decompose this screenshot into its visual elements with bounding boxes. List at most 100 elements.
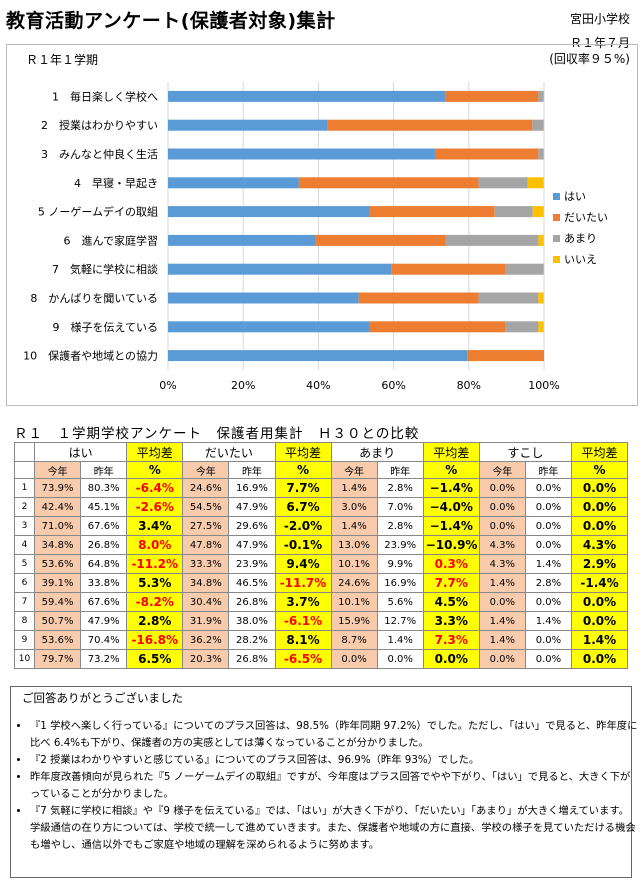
corner-cell: [14, 461, 35, 479]
table-row: 4 34.8% 26.8% 8.0% 47.8% 47.9% -0.1% 13.0% 23.9%…: [14, 535, 628, 555]
response-rate: (回収率９５%): [549, 52, 630, 66]
value-cell: 47.9%: [80, 611, 128, 631]
table-row: 10 79.7% 73.2% 6.5% 20.3% 26.8% -6.5% 0.0% 0.0% 0…: [14, 649, 628, 669]
x-tick-label: 40%: [306, 379, 330, 392]
bar-segment: [505, 263, 544, 275]
value-cell: 7.0%: [376, 497, 424, 517]
value-cell: 16.9%: [376, 573, 424, 593]
diff-cell: 6.7%: [274, 497, 332, 517]
value-cell: 24.6%: [182, 478, 230, 498]
value-cell: 33.8%: [80, 573, 128, 593]
bar-segment: [391, 263, 506, 275]
value-cell: 0.0%: [524, 535, 573, 555]
x-tick-label: 100%: [528, 379, 559, 392]
bar-segment: [168, 148, 435, 160]
diff-cell: 2.8%: [126, 611, 184, 631]
chart-subtitle: Ｒ１年１学期: [26, 53, 99, 67]
value-cell: 50.7%: [33, 611, 82, 631]
note-item: 昨年度改善傾向が見られた『5 ノーゲームデイの取組』ですが、今年度はプラス回答で…: [30, 769, 638, 803]
diff-cell: 1.4%: [571, 630, 628, 650]
value-cell: 67.6%: [80, 592, 128, 612]
value-cell: 1.4%: [478, 573, 526, 593]
x-tick-label: 80%: [457, 379, 481, 392]
value-cell: 2.8%: [524, 573, 573, 593]
value-cell: 0.0%: [478, 649, 526, 669]
value-cell: 47.8%: [182, 535, 230, 555]
diff-cell: 0.0%: [571, 497, 628, 517]
stacked-bar-chart: 0% 20% 40% 60% 80% 100% 1 毎日楽しく学校へ 2 授業はわかりやすい 3…: [23, 82, 608, 392]
row-number: 6: [14, 573, 35, 593]
value-cell: 1.4%: [478, 630, 526, 650]
diff-cell: −1.4%: [422, 516, 480, 536]
diff-cell: 0.0%: [571, 592, 628, 612]
bar-segment: [168, 119, 328, 131]
bar-segment: [168, 292, 359, 304]
bar-segment: [369, 321, 506, 333]
row-number: 2: [14, 497, 35, 517]
bar-segment: [538, 292, 544, 304]
value-cell: 31.9%: [182, 611, 230, 631]
value-cell: 1.4%: [330, 516, 378, 536]
row-number: 5: [14, 554, 35, 574]
bar-segment: [369, 206, 495, 218]
bar-segment: [538, 321, 544, 333]
table-row: 3 71.0% 67.6% 3.4% 27.5% 29.6% -2.0% 1.4% 2.8% −1…: [14, 516, 628, 536]
bar-segment: [168, 263, 392, 275]
thanks-text: ご回答ありがとうございました: [22, 691, 183, 705]
bar-segment: [532, 206, 544, 218]
diff-cell: -1.4%: [571, 573, 628, 593]
bar-segment: [315, 234, 446, 246]
group-header: すこし: [478, 442, 573, 462]
category-label: 8 かんばりを聞いている: [30, 292, 158, 305]
legend-swatch: [553, 193, 560, 200]
value-cell: 73.2%: [80, 649, 128, 669]
percent-header: %: [126, 461, 184, 479]
diff-cell: -16.8%: [126, 630, 184, 650]
value-cell: 46.5%: [228, 573, 276, 593]
note-item: 『2 授業はわかりやすいと感じている』についてのプラス回答は、96.9%（昨年 …: [30, 752, 638, 769]
school-name: 宮田小学校: [569, 12, 630, 26]
diff-cell: −1.4%: [422, 478, 480, 498]
value-cell: 0.0%: [524, 497, 573, 517]
value-cell: 33.3%: [182, 554, 230, 574]
this-year-header: 今年: [330, 461, 378, 479]
value-cell: 0.0%: [524, 592, 573, 612]
legend-swatch: [553, 256, 560, 263]
group-header: だいたい: [182, 442, 276, 462]
bar-segment: [168, 177, 299, 189]
value-cell: 64.8%: [80, 554, 128, 574]
diff-cell: −10.9%: [422, 535, 480, 555]
row-number: 1: [14, 478, 35, 498]
bar-segment: [467, 350, 544, 362]
diff-cell: -2.0%: [274, 516, 332, 536]
legend-swatch: [553, 235, 560, 242]
corner-cell: [14, 442, 35, 462]
diff-cell: 3.3%: [422, 611, 480, 631]
value-cell: 23.9%: [228, 554, 276, 574]
value-cell: 70.4%: [80, 630, 128, 650]
value-cell: 0.0%: [330, 649, 378, 669]
value-cell: 2.8%: [376, 478, 424, 498]
diff-cell: 8.1%: [274, 630, 332, 650]
last-year-header: 昨年: [80, 461, 128, 479]
value-cell: 4.3%: [478, 535, 526, 555]
bar-segment: [527, 177, 544, 189]
diff-cell: 4.3%: [571, 535, 628, 555]
value-cell: 38.0%: [228, 611, 276, 631]
value-cell: 47.9%: [228, 535, 276, 555]
value-cell: 36.2%: [182, 630, 230, 650]
diff-cell: 0.0%: [571, 478, 628, 498]
bar-segment: [358, 292, 479, 304]
diff-cell: -6.1%: [274, 611, 332, 631]
value-cell: 26.8%: [228, 592, 276, 612]
row-number: 3: [14, 516, 35, 536]
value-cell: 26.8%: [228, 649, 276, 669]
diff-cell: -11.7%: [274, 573, 332, 593]
legend-swatch: [553, 214, 560, 221]
bar-segment: [298, 177, 479, 189]
table-row: 1 73.9% 80.3% -6.4% 24.6% 16.9% 7.7% 1.4% 2.8% −1…: [14, 478, 628, 498]
bar-segment: [494, 206, 533, 218]
category-label: 5 ノーゲームデイの取組: [38, 205, 158, 219]
note-item: 『7 気軽に学校に相談』や『9 様子を伝えている』では、「はい」が大きく下がり、…: [30, 803, 638, 854]
value-cell: 0.0%: [524, 649, 573, 669]
